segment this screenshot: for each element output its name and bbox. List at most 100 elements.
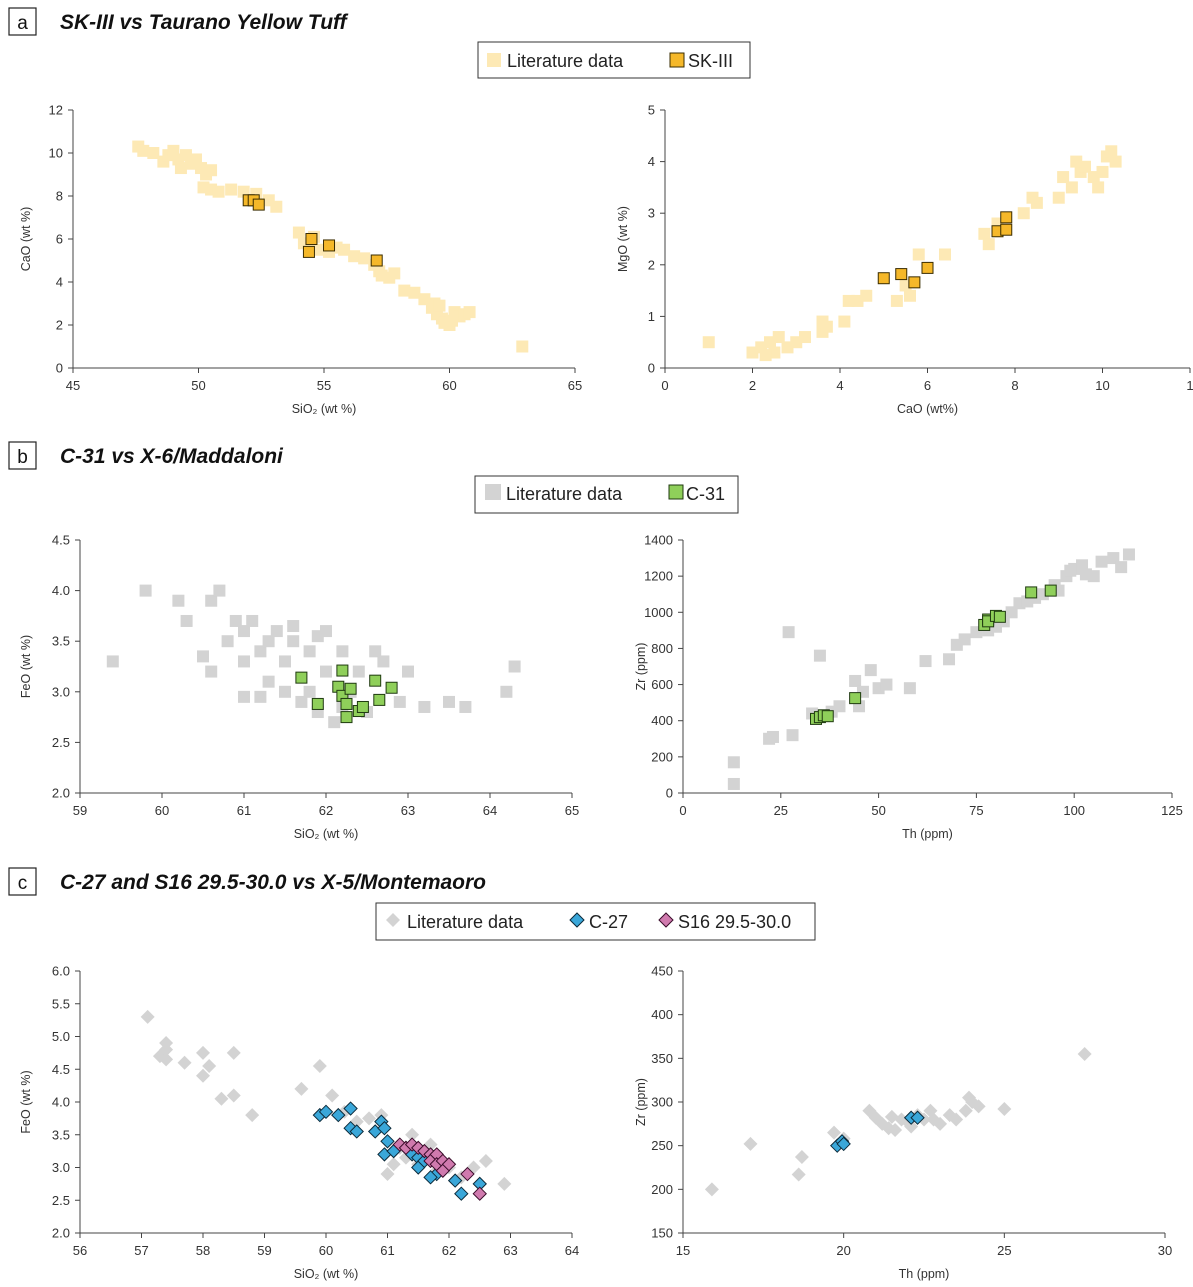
- point-literature-data: [295, 695, 308, 708]
- y-tick-label: 2.5: [52, 735, 70, 750]
- panel-a-letter-box: [8, 7, 37, 36]
- point-literature-data: [245, 1108, 260, 1123]
- y-tick-label: 8: [56, 189, 63, 204]
- panel-a-title: SK-III vs Taurano Yellow Tuff: [60, 11, 349, 34]
- point-c-31: [344, 682, 357, 695]
- point-literature-data: [212, 185, 225, 198]
- y-tick-label: 600: [651, 677, 673, 692]
- legend-c-label-c27: C-27: [589, 912, 628, 932]
- point-literature-data: [229, 614, 242, 627]
- point-c-27: [380, 1134, 395, 1149]
- point-literature-data: [172, 594, 185, 607]
- x-tick-label: 61: [237, 803, 251, 818]
- point-literature-data: [159, 1052, 174, 1067]
- point-literature-data: [463, 306, 476, 319]
- point-literature-data: [904, 289, 916, 302]
- point-c-27: [377, 1120, 392, 1136]
- y-tick-label: 2.0: [52, 1226, 70, 1241]
- point-c-31: [295, 671, 308, 684]
- point-c-31: [369, 674, 382, 687]
- point-literature-data: [287, 635, 300, 648]
- point-literature-data: [1079, 568, 1092, 581]
- y-tick-label: 4: [56, 275, 63, 290]
- point-literature-data: [393, 695, 406, 708]
- point-literature-data: [1052, 191, 1065, 204]
- point-literature-data: [177, 1055, 192, 1070]
- panel-c-letter: c: [18, 873, 28, 894]
- point-literature-data: [1109, 155, 1122, 168]
- point-literature-data: [943, 653, 956, 666]
- point-literature-data: [971, 1099, 986, 1114]
- point-literature-data: [202, 1058, 217, 1073]
- point-literature-data: [1070, 155, 1083, 168]
- x-tick-label: 55: [317, 378, 331, 393]
- panel-c-title: C-27 and S16 29.5-30.0 vs X-5/Montemaoro: [60, 871, 486, 894]
- y-tick-label: 1: [648, 309, 655, 324]
- x-tick-label: 58: [196, 1243, 210, 1258]
- legend-b-label-literature: Literature data: [506, 484, 623, 504]
- point-c-31: [1025, 586, 1038, 599]
- x-tick-label: 10: [1095, 378, 1109, 393]
- y-tick-label: 0: [56, 361, 63, 376]
- point-literature-data: [766, 730, 779, 743]
- x-tick-label: 57: [134, 1243, 148, 1258]
- point-literature-data: [213, 584, 226, 597]
- point-literature-data: [147, 147, 160, 159]
- point-literature-data: [759, 349, 772, 362]
- legend-a-frame: [477, 41, 751, 79]
- panel-c-letter-box: [8, 867, 37, 896]
- x-tick-label: 0: [661, 378, 668, 393]
- y-tick-label: 3.5: [52, 634, 70, 649]
- y-tick-label: 12: [49, 103, 63, 118]
- point-literature-data: [377, 655, 390, 668]
- point-literature-data: [997, 1101, 1012, 1116]
- point-literature-data: [292, 226, 305, 239]
- point-literature-data: [516, 340, 529, 353]
- x-tick-label: 59: [257, 1243, 271, 1258]
- x-axis-label: SiO₂ (wt %): [294, 1267, 359, 1281]
- x-axis-label: CaO (wt%): [897, 402, 958, 416]
- legend-b-frame: [474, 475, 739, 514]
- point-sk-iii: [921, 261, 934, 274]
- point-c-27: [331, 1107, 346, 1123]
- y-tick-label: 4: [648, 154, 655, 169]
- legend-c-label-literature: Literature data: [407, 912, 524, 932]
- point-literature-data: [1115, 561, 1128, 574]
- x-tick-label: 15: [676, 1243, 690, 1258]
- x-tick-label: 4: [836, 378, 843, 393]
- point-sk-iii: [370, 254, 383, 267]
- y-tick-label: 3: [648, 206, 655, 221]
- x-tick-label: 61: [380, 1243, 394, 1258]
- y-tick-label: 5.5: [52, 996, 70, 1011]
- y-tick-label: 250: [651, 1138, 673, 1153]
- point-c-31: [849, 692, 862, 705]
- point-literature-data: [250, 187, 263, 200]
- point-literature-data: [362, 1111, 377, 1126]
- point-literature-data: [1095, 555, 1108, 568]
- point-sk-iii: [302, 245, 315, 258]
- y-tick-label: 300: [651, 1095, 673, 1110]
- y-tick-label: 6.0: [52, 964, 70, 979]
- panel-b-letter-box: [8, 441, 37, 470]
- x-tick-label: 62: [319, 803, 333, 818]
- x-tick-label: 45: [66, 378, 80, 393]
- point-literature-data: [903, 682, 916, 695]
- point-literature-data: [270, 200, 283, 213]
- point-literature-data: [727, 777, 740, 790]
- point-literature-data: [174, 162, 187, 175]
- point-c-31: [336, 664, 349, 677]
- point-literature-data: [262, 675, 275, 688]
- point-literature-data: [794, 1150, 809, 1165]
- point-literature-data: [497, 1176, 512, 1191]
- point-literature-data: [408, 286, 421, 299]
- y-axis-label: MgO (wt %): [616, 206, 630, 272]
- point-s16-29-5-30-0: [472, 1186, 487, 1201]
- point-literature-data: [159, 1042, 174, 1057]
- x-tick-label: 75: [969, 803, 983, 818]
- y-tick-label: 0: [666, 786, 673, 801]
- x-tick-label: 63: [503, 1243, 517, 1258]
- point-c-31: [373, 693, 386, 706]
- point-c-27: [836, 1136, 851, 1152]
- panel-b-letter: b: [17, 447, 28, 468]
